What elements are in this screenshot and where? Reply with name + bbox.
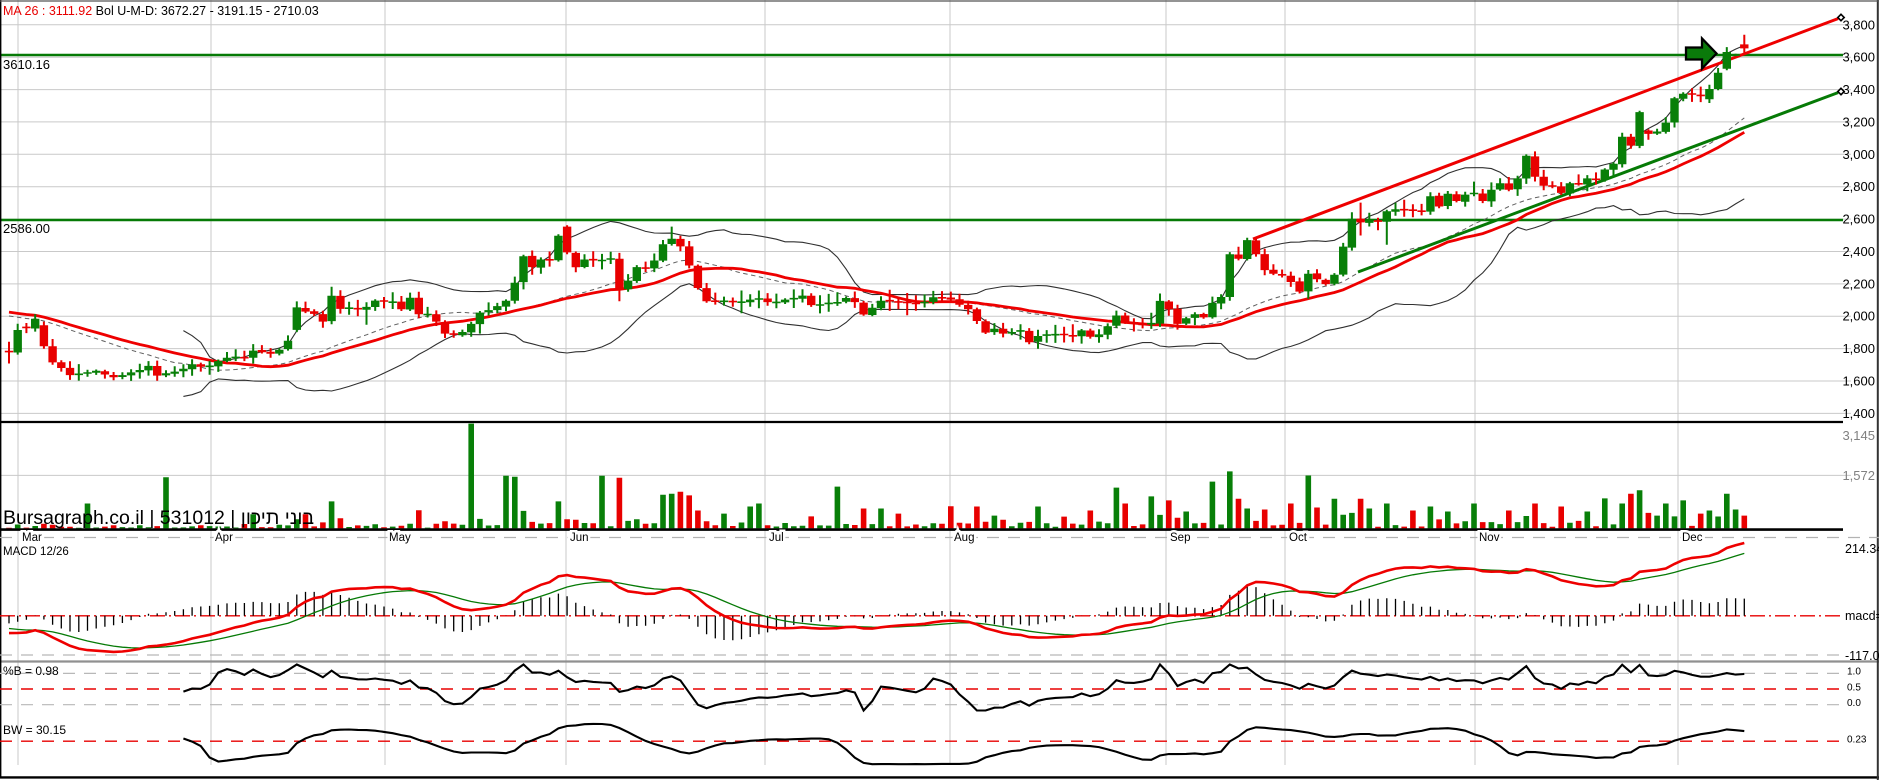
svg-text:Jun: Jun [570,532,589,544]
svg-text:1,400: 1,400 [1842,406,1875,421]
svg-text:2,800: 2,800 [1842,179,1875,194]
svg-text:1,800: 1,800 [1842,341,1875,356]
svg-text:Dec: Dec [1682,532,1703,544]
svg-text:3,800: 3,800 [1842,17,1875,32]
svg-text:BW = 30.15: BW = 30.15 [3,723,66,737]
svg-text:macd=: macd= [1845,609,1879,623]
svg-text:3,400: 3,400 [1842,82,1875,97]
svg-text:0.23: 0.23 [1847,735,1867,746]
svg-text:1.0: 1.0 [1847,667,1861,678]
svg-text:Jul: Jul [769,532,784,544]
svg-text:3,200: 3,200 [1842,114,1875,129]
svg-text:214.34: 214.34 [1845,542,1879,556]
svg-text:2586.00: 2586.00 [3,221,50,236]
svg-text:-117.0: -117.0 [1845,649,1879,663]
svg-text:2,600: 2,600 [1842,212,1875,227]
svg-text:%B = 0.98: %B = 0.98 [3,664,59,678]
svg-text:MA 26 : 3111.92 Bol U-M-D: 367: MA 26 : 3111.92 Bol U-M-D: 3672.27 - 319… [3,4,319,18]
svg-text:Apr: Apr [215,532,233,544]
svg-text:3,145: 3,145 [1842,428,1875,443]
svg-text:Oct: Oct [1289,532,1308,544]
svg-text:3610.16: 3610.16 [3,57,50,72]
svg-text:1,572: 1,572 [1842,468,1875,483]
svg-text:Sep: Sep [1170,532,1190,544]
svg-text:0.5: 0.5 [1847,683,1861,694]
svg-text:1,600: 1,600 [1842,374,1875,389]
svg-text:2,400: 2,400 [1842,244,1875,259]
svg-text:MACD 12/26: MACD 12/26 [3,546,69,558]
svg-text:2,200: 2,200 [1842,276,1875,291]
svg-text:May: May [389,532,411,544]
svg-text:Mar: Mar [22,532,42,544]
svg-text:Bursagraph.co.il | 531012 | בו: Bursagraph.co.il | 531012 | בוני תיכון [3,507,314,529]
svg-text:3,600: 3,600 [1842,50,1875,65]
svg-text:2,000: 2,000 [1842,309,1875,324]
svg-text:Nov: Nov [1479,532,1500,544]
svg-text:3,000: 3,000 [1842,147,1875,162]
svg-text:0.0: 0.0 [1847,698,1861,709]
svg-text:Aug: Aug [954,532,974,544]
